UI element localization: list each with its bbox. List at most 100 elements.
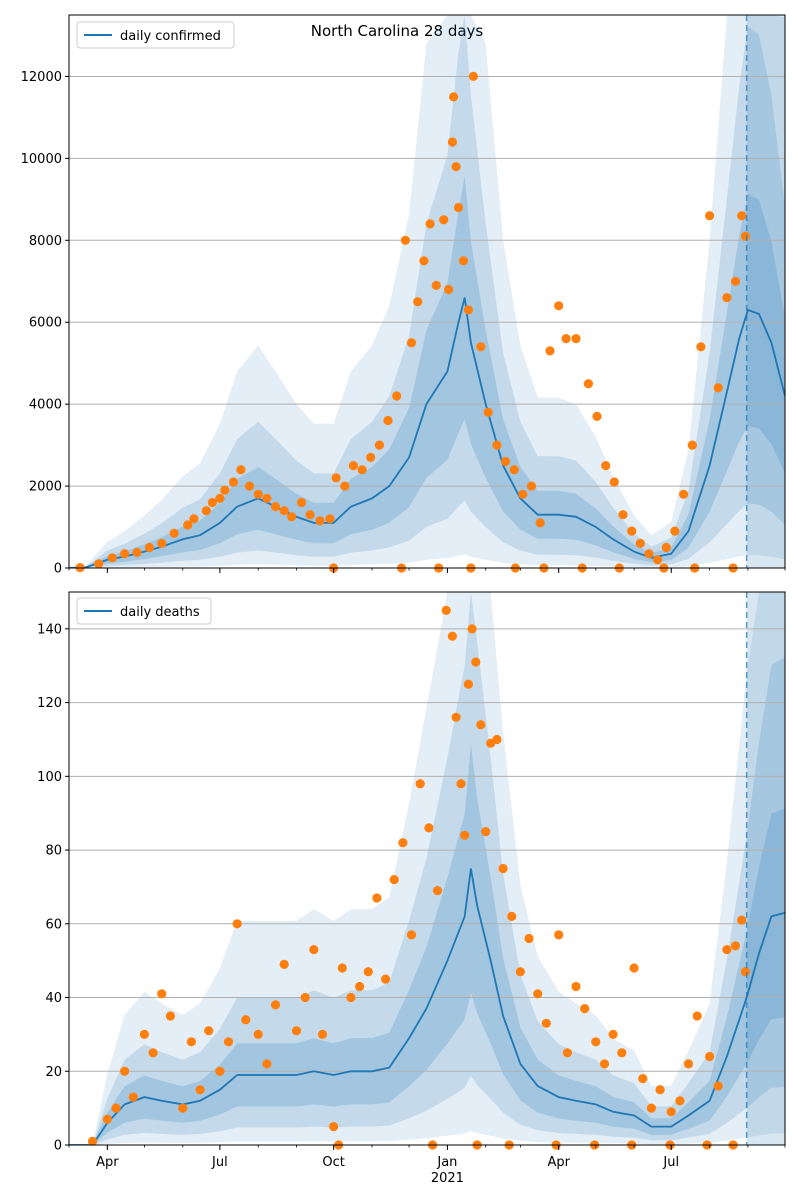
- observed-point: [447, 631, 457, 641]
- observed-point: [120, 1066, 130, 1076]
- axes-frame: [68, 14, 786, 569]
- observed-point: [340, 481, 350, 491]
- observed-point: [315, 516, 325, 526]
- x-tick-label: Jul: [662, 1155, 679, 1170]
- observed-point: [366, 452, 376, 462]
- observed-point: [157, 989, 167, 999]
- observed-point: [441, 605, 451, 616]
- observed-point: [713, 1081, 723, 1091]
- observed-point: [279, 506, 289, 516]
- observed-point: [228, 477, 239, 487]
- observed-point: [580, 1004, 590, 1014]
- forecast-region: [746, 15, 785, 568]
- observed-point: [447, 137, 457, 147]
- observed-point: [592, 411, 602, 421]
- observed-point: [337, 963, 347, 973]
- observed-point: [692, 1011, 702, 1021]
- observed-point: [120, 549, 130, 559]
- uncertainty-band-0: [69, 592, 785, 1145]
- y-tick-label: 8000: [29, 234, 62, 249]
- observed-point: [460, 830, 470, 840]
- observed-point: [169, 528, 179, 538]
- observed-point: [204, 1026, 214, 1036]
- legend-box: [76, 21, 235, 49]
- observed-point: [561, 334, 571, 344]
- observed-point: [533, 989, 543, 999]
- observed-point: [300, 992, 310, 1003]
- observed-point: [291, 1026, 302, 1036]
- observed-point: [458, 256, 469, 266]
- figure-title: North Carolina 28 days: [311, 22, 484, 40]
- observed-point: [262, 493, 272, 503]
- confirmed-panel: 0 2000 4000 6000 8000 10000 12000 daily confir…: [21, 14, 786, 577]
- observed-point: [398, 838, 408, 848]
- observed-point: [545, 346, 555, 356]
- observed-point: [279, 959, 289, 970]
- observed-point: [500, 456, 511, 467]
- observed-point: [456, 779, 466, 789]
- x-tick-label: Jan: [436, 1155, 457, 1170]
- observed-point: [424, 823, 434, 833]
- observed-point: [241, 1015, 251, 1025]
- uncertainty-band-2: [69, 176, 785, 568]
- observed-point: [425, 219, 435, 229]
- observed-point: [737, 915, 747, 925]
- observed-point: [554, 930, 564, 940]
- observed-point: [661, 542, 671, 553]
- observed-point: [526, 481, 537, 491]
- confirmed-uncertainty-bands: [69, 15, 785, 568]
- observed-point: [244, 481, 255, 491]
- observed-point: [232, 919, 242, 929]
- observed-point: [144, 542, 154, 553]
- observed-point: [449, 92, 459, 102]
- observed-point: [481, 827, 491, 837]
- observed-point: [87, 1136, 98, 1146]
- observed-point: [363, 967, 373, 977]
- observed-point: [400, 235, 410, 245]
- observed-point: [722, 293, 732, 303]
- observed-point: [451, 712, 461, 722]
- observed-point: [483, 407, 493, 417]
- x-tick-label: Apr: [96, 1155, 119, 1170]
- observed-point: [253, 489, 263, 499]
- observed-point: [331, 473, 341, 483]
- observed-point: [183, 520, 193, 530]
- observed-point: [389, 875, 399, 885]
- x-tick-label: Jul: [211, 1155, 228, 1170]
- observed-point: [635, 538, 645, 549]
- observed-point: [186, 1037, 196, 1047]
- confirmed-legend: daily confirmed: [76, 21, 235, 49]
- y-tick-label: 140: [37, 622, 62, 637]
- observed-point: [601, 461, 611, 471]
- uncertainty-band-0: [69, 15, 785, 568]
- forecast-region: [746, 592, 785, 1145]
- observed-point: [107, 553, 117, 563]
- observed-point: [463, 679, 473, 689]
- observed-point: [439, 215, 449, 225]
- y-tick-label: 20: [45, 1065, 62, 1080]
- observed-point: [554, 301, 564, 311]
- observed-point: [355, 981, 365, 992]
- observed-point: [518, 489, 528, 499]
- y-tick-label: 0: [54, 562, 62, 577]
- observed-point: [492, 734, 502, 745]
- observed-point: [670, 526, 680, 536]
- observed-point: [270, 1000, 281, 1010]
- observed-point: [178, 1103, 188, 1113]
- legend-label: daily deaths: [120, 605, 200, 620]
- observed-point: [541, 1018, 551, 1028]
- observed-point: [201, 506, 211, 516]
- observed-point: [453, 202, 464, 213]
- observed-point: [372, 893, 382, 903]
- deaths-uncertainty-bands: [69, 592, 785, 1145]
- observed-point: [413, 297, 423, 307]
- observed-point: [476, 342, 486, 352]
- observed-point: [236, 465, 246, 475]
- observed-point: [329, 1122, 339, 1132]
- y-tick-label: 100: [37, 770, 62, 785]
- observed-point: [111, 1103, 121, 1113]
- observed-point: [730, 941, 741, 951]
- observed-point: [220, 485, 230, 495]
- observed-point: [730, 276, 741, 286]
- y-tick-label: 80: [45, 844, 62, 859]
